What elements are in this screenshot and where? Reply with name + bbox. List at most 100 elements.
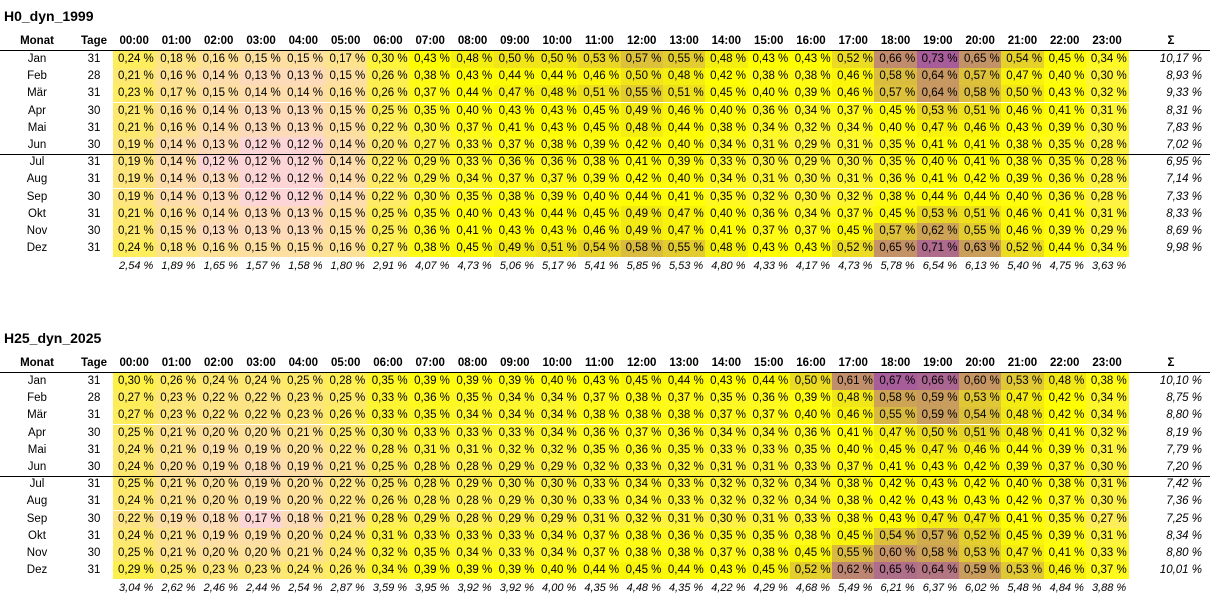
value-cell: 0,30 % — [1085, 119, 1129, 137]
header-hour: 06:00 — [373, 35, 403, 47]
value-cell: 0,51 % — [959, 102, 1002, 120]
row-sum: 10,01 % — [1159, 564, 1202, 577]
total-cell: 1,89 % — [161, 260, 196, 273]
value-cell: 0,29 % — [409, 510, 452, 528]
value-cell: 0,58 % — [916, 545, 960, 562]
value-cell: 0,30 % — [409, 188, 452, 206]
value-cell: 0,55 % — [874, 407, 918, 425]
row-sum: 8,75 % — [1166, 392, 1202, 405]
total-cell: 6,13 % — [965, 260, 1000, 273]
header-hour: 23:00 — [1092, 357, 1122, 369]
value-cell: 0,38 % — [409, 240, 452, 258]
row-month: Jan — [27, 375, 47, 387]
value-cell: 0,38 % — [1001, 137, 1045, 154]
value-cell: 0,14 % — [155, 137, 199, 154]
value-cell: 0,32 % — [620, 510, 664, 528]
half-year-divider — [0, 475, 1210, 477]
row-days: 31 — [87, 529, 101, 542]
total-cell: 5,78 % — [880, 260, 915, 273]
half-year-divider — [0, 153, 1210, 155]
value-cell: 0,43 % — [916, 493, 960, 511]
value-cell: 0,20 % — [197, 545, 241, 562]
value-cell: 0,33 % — [789, 459, 833, 476]
header-hour: 16:00 — [796, 35, 826, 47]
value-cell: 0,44 % — [1043, 240, 1087, 258]
total-cell: 6,54 % — [922, 260, 957, 273]
value-cell: 0,34 % — [789, 205, 833, 223]
value-cell: 0,36 % — [536, 154, 579, 172]
value-cell: 0,39 % — [493, 562, 537, 580]
total-cell: 4,00 % — [542, 582, 577, 595]
value-cell: 0,14 % — [197, 68, 241, 86]
value-cell: 0,64 % — [916, 85, 960, 103]
header-hour: 05:00 — [330, 357, 361, 369]
row-sum: 7,36 % — [1166, 495, 1202, 508]
value-cell: 0,38 % — [620, 407, 664, 425]
total-cell: 5,41 % — [584, 260, 619, 273]
value-cell: 0,48 % — [1043, 373, 1087, 390]
table-row: Jul 31 0,19 % 0,14 % 0,12 % 0,12 % 0,12 % 0,14 … — [0, 154, 1210, 172]
value-cell: 0,43 % — [789, 51, 833, 68]
table-row: Feb 28 0,21 % 0,16 % 0,14 % 0,13 % 0,13 % 0,15 … — [0, 68, 1210, 86]
value-cell: 0,40 % — [451, 205, 495, 223]
value-cell: 0,39 % — [536, 188, 579, 206]
value-cell: 0,19 % — [197, 527, 241, 545]
value-cell: 0,33 % — [409, 424, 452, 442]
value-cell: 0,39 % — [1043, 119, 1087, 137]
value-cell: 0,35 % — [409, 102, 452, 120]
table-row: Sep 30 0,19 % 0,14 % 0,13 % 0,12 % 0,12 % 0,14 … — [0, 188, 1210, 206]
total-cell: 6,37 % — [922, 582, 957, 595]
value-cell: 0,50 % — [1001, 85, 1045, 103]
value-cell: 0,42 % — [1001, 493, 1045, 511]
value-cell: 0,33 % — [366, 407, 410, 425]
value-cell: 0,50 % — [789, 373, 833, 390]
value-cell: 0,59 % — [916, 390, 960, 408]
value-cell: 0,46 % — [578, 223, 622, 240]
value-cell: 0,42 % — [874, 476, 918, 494]
value-cell: 0,25 % — [113, 476, 156, 494]
row-days: 31 — [87, 156, 101, 169]
value-cell: 0,33 % — [451, 137, 495, 154]
value-cell: 0,43 % — [747, 51, 791, 68]
value-cell: 0,48 % — [705, 51, 748, 68]
value-cell: 0,47 % — [1001, 545, 1045, 562]
value-cell: 0,46 % — [832, 68, 875, 86]
value-cell: 0,38 % — [789, 527, 833, 545]
total-cell: 4,68 % — [795, 582, 831, 595]
header-sum: Σ — [1167, 357, 1175, 369]
header-hour: 20:00 — [965, 35, 995, 47]
value-cell: 0,50 % — [536, 51, 579, 68]
value-cell: 0,38 % — [662, 407, 706, 425]
row-sum: 7,42 % — [1166, 478, 1202, 491]
value-cell: 0,36 % — [493, 154, 537, 172]
row-month: Mär — [27, 87, 47, 100]
value-cell: 0,15 % — [324, 68, 368, 86]
header-hour: 10:00 — [542, 357, 572, 369]
value-cell: 0,38 % — [1085, 373, 1129, 390]
value-cell: 0,37 % — [747, 223, 791, 240]
table-row: Mär 31 0,27 % 0,23 % 0,22 % 0,22 % 0,23 % 0,26 … — [0, 407, 1210, 425]
value-cell: 0,44 % — [493, 68, 537, 86]
header-hour: 20:00 — [965, 357, 995, 369]
value-cell: 0,39 % — [409, 562, 452, 580]
value-cell: 0,31 % — [1085, 476, 1129, 494]
value-cell: 0,40 % — [1001, 476, 1045, 494]
value-cell: 0,22 % — [324, 476, 368, 494]
value-cell: 0,53 % — [916, 102, 960, 120]
value-cell: 0,43 % — [1001, 119, 1045, 137]
row-days: 30 — [87, 139, 101, 151]
value-cell: 0,47 % — [662, 205, 706, 223]
value-cell: 0,13 % — [239, 102, 283, 120]
header-hour: 16:00 — [796, 357, 826, 369]
value-cell: 0,12 % — [282, 137, 325, 154]
value-cell: 0,22 % — [197, 407, 241, 425]
total-cell: 5,53 % — [668, 260, 704, 273]
row-days: 31 — [87, 375, 101, 387]
value-cell: 0,13 % — [197, 188, 241, 206]
value-cell: 0,38 % — [620, 390, 664, 408]
value-cell: 0,14 % — [155, 171, 199, 189]
header-hour: 17:00 — [838, 357, 868, 369]
value-cell: 0,37 % — [832, 459, 875, 476]
value-cell: 0,25 % — [366, 205, 410, 223]
header-underline — [0, 50, 1210, 51]
